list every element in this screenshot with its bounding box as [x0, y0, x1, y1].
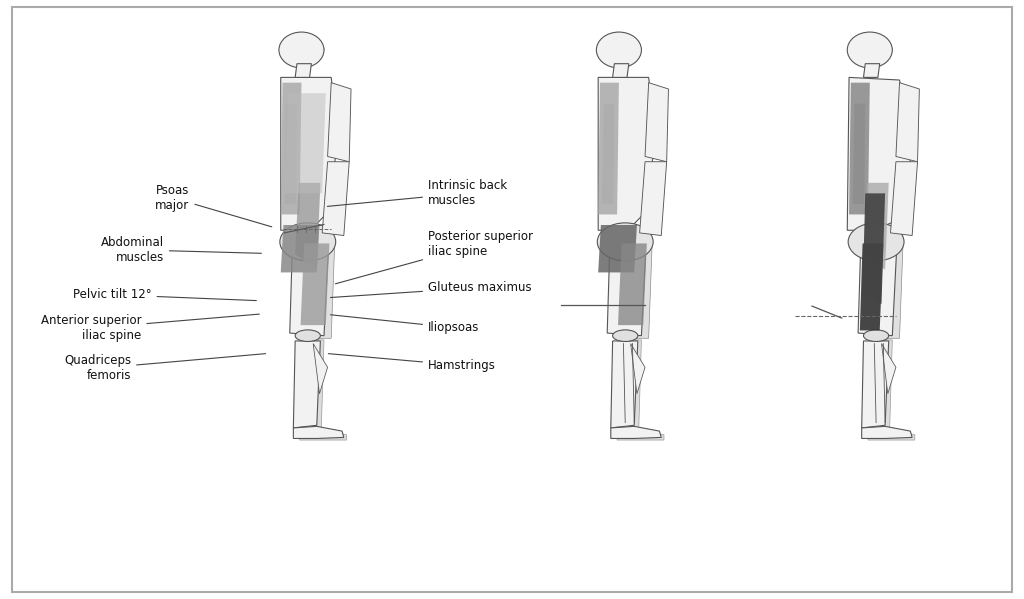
- Text: Quadriceps
femoris: Quadriceps femoris: [63, 353, 265, 382]
- Polygon shape: [281, 225, 319, 273]
- Polygon shape: [640, 162, 667, 235]
- Polygon shape: [607, 243, 646, 335]
- Polygon shape: [281, 83, 301, 214]
- Polygon shape: [300, 429, 346, 440]
- Text: Psoas
major: Psoas major: [156, 184, 271, 227]
- Text: Hamstrings: Hamstrings: [329, 353, 496, 372]
- Ellipse shape: [597, 223, 653, 261]
- Ellipse shape: [847, 32, 892, 68]
- Polygon shape: [299, 241, 335, 338]
- Polygon shape: [612, 63, 629, 77]
- Polygon shape: [293, 426, 344, 438]
- Polygon shape: [295, 183, 321, 270]
- Polygon shape: [290, 243, 329, 335]
- Polygon shape: [863, 183, 889, 270]
- Text: Iliopsoas: Iliopsoas: [331, 314, 479, 334]
- Polygon shape: [598, 77, 655, 230]
- Polygon shape: [295, 63, 311, 77]
- Text: Posterior superior
iliac spine: Posterior superior iliac spine: [336, 230, 534, 284]
- Polygon shape: [896, 83, 920, 162]
- Polygon shape: [610, 341, 638, 428]
- Polygon shape: [293, 341, 321, 428]
- Polygon shape: [849, 83, 869, 214]
- Text: Anterior superior
iliac spine: Anterior superior iliac spine: [41, 314, 259, 342]
- Polygon shape: [861, 426, 912, 438]
- Polygon shape: [618, 243, 647, 325]
- Ellipse shape: [848, 223, 904, 261]
- Polygon shape: [602, 104, 614, 204]
- Text: Gluteus maximus: Gluteus maximus: [331, 281, 531, 298]
- Polygon shape: [867, 241, 903, 338]
- Polygon shape: [853, 104, 865, 204]
- Polygon shape: [891, 162, 918, 235]
- Polygon shape: [285, 93, 326, 193]
- Polygon shape: [616, 241, 652, 338]
- Text: Abdominal
muscles: Abdominal muscles: [100, 236, 261, 264]
- Polygon shape: [300, 340, 324, 429]
- Polygon shape: [598, 225, 637, 273]
- Polygon shape: [861, 341, 889, 428]
- Ellipse shape: [612, 330, 638, 341]
- Ellipse shape: [280, 223, 336, 261]
- Text: Pelvic tilt 12°: Pelvic tilt 12°: [73, 288, 256, 301]
- Polygon shape: [862, 193, 885, 304]
- Ellipse shape: [863, 330, 889, 341]
- Polygon shape: [847, 77, 912, 230]
- Polygon shape: [323, 162, 349, 235]
- Polygon shape: [868, 340, 892, 429]
- Polygon shape: [863, 63, 880, 77]
- Ellipse shape: [596, 32, 641, 68]
- Polygon shape: [631, 344, 645, 394]
- Text: Intrinsic back
muscles: Intrinsic back muscles: [328, 179, 507, 207]
- Polygon shape: [281, 77, 338, 230]
- Ellipse shape: [295, 330, 321, 341]
- Polygon shape: [313, 344, 328, 394]
- Polygon shape: [285, 104, 297, 204]
- Polygon shape: [617, 429, 664, 440]
- Polygon shape: [860, 243, 884, 331]
- Polygon shape: [598, 83, 618, 214]
- Polygon shape: [328, 83, 351, 162]
- Ellipse shape: [279, 32, 324, 68]
- Polygon shape: [617, 340, 641, 429]
- Polygon shape: [858, 243, 897, 335]
- Polygon shape: [301, 243, 330, 325]
- Polygon shape: [645, 83, 669, 162]
- Polygon shape: [882, 344, 896, 394]
- Polygon shape: [868, 429, 914, 440]
- Polygon shape: [610, 426, 662, 438]
